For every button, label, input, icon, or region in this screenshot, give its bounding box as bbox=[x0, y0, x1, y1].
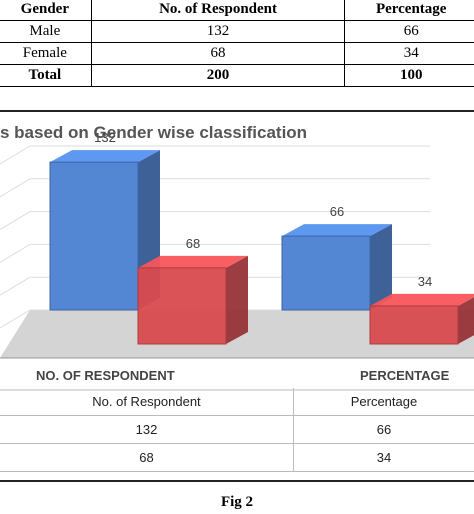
bar bbox=[369, 305, 459, 345]
grid-line bbox=[0, 276, 31, 296]
chart-title: s based on Gender wise classification bbox=[0, 123, 307, 142]
cell-total-label: Total bbox=[0, 64, 92, 87]
cell-gender: Female bbox=[0, 42, 92, 65]
data-label: 68 bbox=[186, 236, 200, 251]
bar-top bbox=[282, 224, 392, 237]
data-table-cell: 66 bbox=[293, 415, 474, 444]
bar-chart: s based on Gender wise classification132… bbox=[0, 123, 474, 391]
grid-line bbox=[0, 178, 31, 198]
header-percentage: Percentage bbox=[344, 0, 474, 21]
category-label: PERCENTAGE bbox=[360, 368, 450, 383]
grid-line bbox=[0, 145, 31, 165]
data-table-row: 132 66 bbox=[0, 415, 474, 444]
header-respondents: No. of Respondent bbox=[90, 0, 346, 21]
category-label: NO. OF RESPONDENT bbox=[36, 368, 175, 383]
cell-total-percentage: 100 bbox=[344, 64, 474, 87]
bar-side bbox=[458, 297, 474, 344]
data-label: 34 bbox=[418, 274, 432, 289]
cell-respondents: 132 bbox=[90, 20, 346, 43]
bar-side bbox=[226, 255, 248, 344]
data-label: 66 bbox=[330, 204, 344, 219]
grid-line bbox=[0, 211, 31, 231]
data-table-cell: 34 bbox=[293, 443, 474, 472]
cell-total-respondents: 200 bbox=[90, 64, 346, 87]
bar bbox=[49, 161, 139, 311]
header-gender: Gender bbox=[0, 0, 92, 21]
cell-gender: Male bbox=[0, 20, 92, 43]
cell-percentage: 66 bbox=[344, 20, 474, 43]
table-total-row: Total 200 100 bbox=[0, 64, 474, 87]
gender-table: Gender No. of Respondent Percentage Male… bbox=[0, 0, 474, 87]
bar-top bbox=[138, 255, 248, 268]
data-table-header-percentage: Percentage bbox=[293, 388, 474, 416]
grid-line bbox=[0, 309, 31, 329]
bar bbox=[137, 267, 227, 345]
grid-line bbox=[0, 243, 31, 263]
bar-top bbox=[370, 293, 474, 306]
figure-caption: Fig 2 bbox=[220, 494, 254, 510]
table-row: Female 68 34 bbox=[0, 42, 474, 65]
data-table-header-row: No. of Respondent Percentage bbox=[0, 388, 474, 416]
table-header-row: Gender No. of Respondent Percentage bbox=[0, 0, 474, 21]
table-row: Male 132 66 bbox=[0, 20, 474, 43]
cell-respondents: 68 bbox=[90, 42, 346, 65]
data-table-cell: 132 bbox=[0, 415, 294, 444]
data-table-cell: 68 bbox=[0, 443, 294, 472]
chart-data-table: No. of Respondent Percentage 132 66 68 3… bbox=[0, 388, 474, 472]
bar-side bbox=[370, 224, 392, 310]
data-table-row: 68 34 bbox=[0, 443, 474, 472]
bar bbox=[281, 235, 371, 311]
bar-top bbox=[50, 150, 160, 163]
data-table-header-respondents: No. of Respondent bbox=[0, 388, 294, 416]
data-label: 132 bbox=[94, 130, 116, 145]
cell-percentage: 34 bbox=[344, 42, 474, 65]
